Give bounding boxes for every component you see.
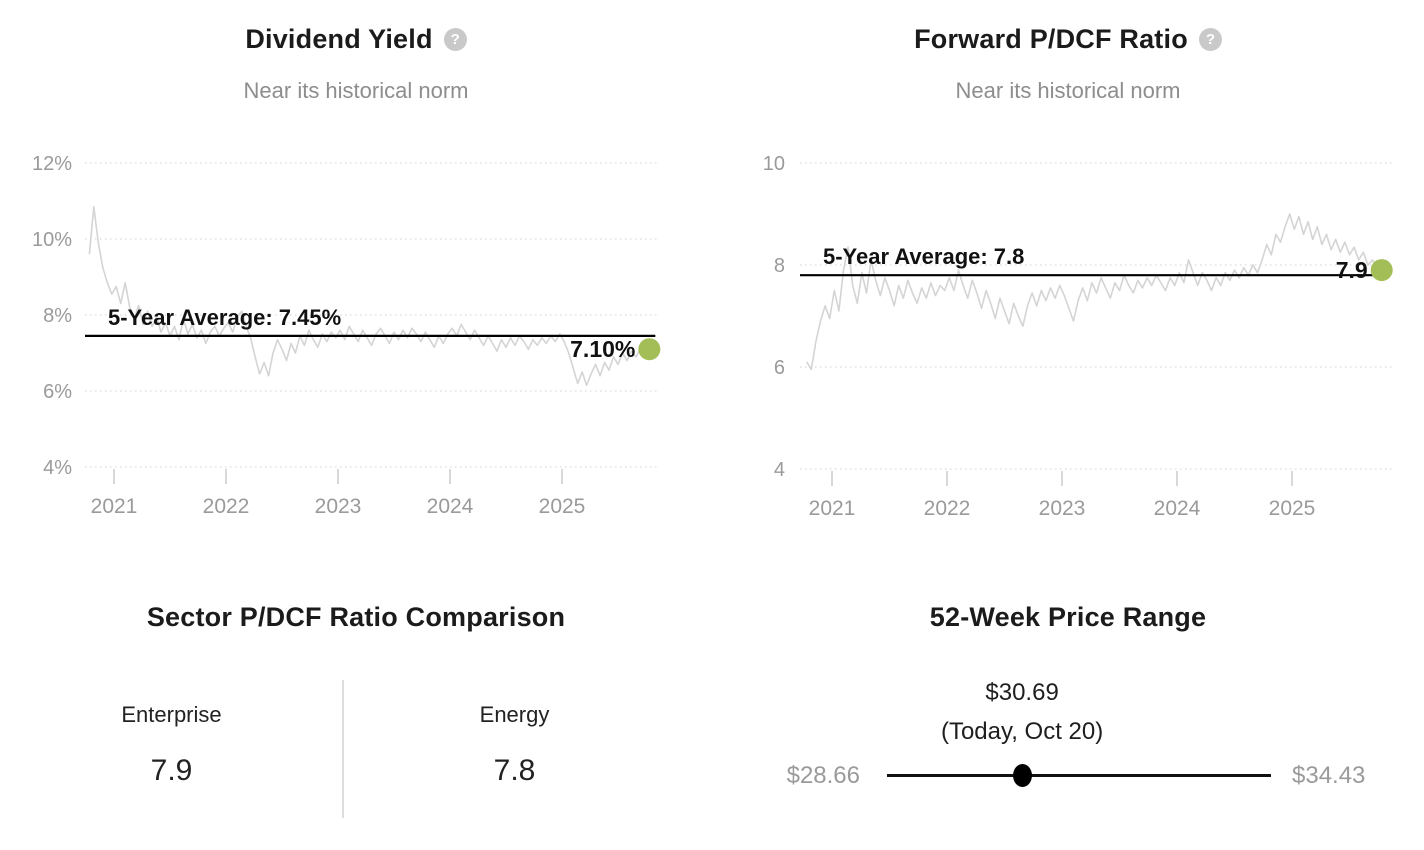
range-high-label: $34.43	[1292, 762, 1366, 789]
x-axis-label: 2024	[1154, 497, 1201, 520]
y-axis-label: 4	[774, 459, 785, 481]
chart-subtitle: Near its historical norm	[243, 78, 469, 103]
y-axis-label: 10	[763, 153, 785, 175]
current-price-block: $30.69 (Today, Oct 20)	[941, 680, 1103, 746]
chart-header: Forward P/DCF Ratio ?	[712, 0, 1424, 55]
y-axis-label: 12%	[32, 153, 72, 175]
range-current-knob	[1012, 764, 1032, 787]
forward-pdcf-panel: Forward P/DCF Ratio ? Near its historica…	[712, 0, 1424, 580]
x-axis-label: 2023	[1039, 497, 1086, 520]
sector-col-enterprise: Enterprise 7.9	[0, 680, 343, 820]
average-label: 5-Year Average: 7.8	[823, 244, 1024, 269]
dividend-yield-chart: 12% 10% 8% 6% 4% 2021 2022 2023 2024 2025 5-Year A…	[32, 153, 661, 518]
series-line	[88, 205, 650, 387]
y-axis-label: 4%	[43, 457, 72, 479]
x-axis-label: 2025	[539, 495, 586, 518]
chart-title: Forward P/DCF Ratio	[914, 24, 1188, 54]
x-axis-label: 2022	[203, 495, 250, 518]
range-low-label: $28.66	[786, 762, 860, 789]
current-price: $30.69	[985, 679, 1059, 706]
help-icon[interactable]: ?	[1198, 28, 1222, 51]
y-axis-label: 6%	[43, 381, 72, 403]
help-icon[interactable]: ?	[443, 28, 467, 51]
current-value-dot	[1370, 259, 1393, 282]
forward-pdcf-chart: 10 8 6 4 2021 2022 2023 2024 2025 5-Year Average:…	[763, 153, 1395, 520]
x-axis-label: 2022	[924, 497, 971, 520]
sector-label: Enterprise	[121, 702, 222, 727]
y-axis-label: 10%	[32, 229, 72, 251]
x-axis-label: 2025	[1269, 497, 1316, 520]
sector-comparison-panel: Sector P/DCF Ratio Comparison Enterprise…	[0, 580, 712, 850]
current-value-dot	[638, 338, 661, 361]
x-axis-label: 2021	[809, 497, 856, 520]
series-line	[806, 213, 1383, 371]
x-axis-label: 2023	[315, 495, 362, 518]
sector-value: 7.8	[493, 754, 536, 787]
average-label: 5-Year Average: 7.45%	[108, 305, 341, 330]
chart-header: Dividend Yield ?	[0, 0, 712, 55]
sector-label: Energy	[479, 702, 550, 727]
sector-columns: Enterprise 7.9 Energy 7.8	[0, 680, 686, 820]
sector-col-energy: Energy 7.8	[343, 680, 686, 820]
y-axis-label: 6	[774, 357, 785, 379]
x-axis-label: 2021	[91, 495, 138, 518]
y-axis-label: 8%	[43, 305, 72, 327]
price-range-panel: 52-Week Price Range $30.69 (Today, Oct 2…	[712, 580, 1424, 850]
current-value-label: 7.9	[1336, 257, 1368, 283]
chart-subtitle: Near its historical norm	[955, 78, 1181, 103]
current-value-label: 7.10%	[570, 336, 635, 362]
vertical-divider	[342, 680, 344, 818]
sector-value: 7.9	[150, 754, 193, 787]
section-title: Sector P/DCF Ratio Comparison	[146, 602, 566, 632]
section-title: 52-Week Price Range	[929, 602, 1207, 632]
x-axis-label: 2024	[427, 495, 474, 518]
current-price-note: (Today, Oct 20)	[940, 718, 1104, 745]
range-track	[887, 774, 1271, 777]
chart-title: Dividend Yield	[245, 24, 433, 54]
dividend-yield-panel: Dividend Yield ? Near its historical nor…	[0, 0, 712, 580]
y-axis-label: 8	[774, 255, 785, 277]
